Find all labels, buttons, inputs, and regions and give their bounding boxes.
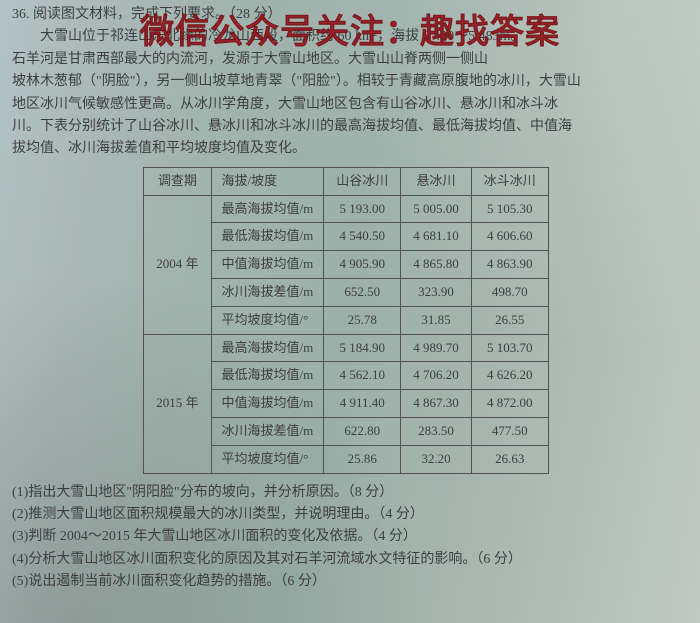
- passage-line: 坡林木葱郁（"阴脸"），另一侧山坡草地青翠（"阳脸"）。相较于青藏高原腹地的冰川…: [12, 71, 680, 93]
- metric-label: 最高海拔均值/m: [211, 334, 324, 362]
- cell: 4 989.70: [401, 334, 472, 362]
- cell: 4 905.90: [324, 251, 401, 279]
- cell: 4 606.60: [471, 223, 548, 251]
- metric-label: 中值海拔均值/m: [211, 390, 324, 418]
- table-row: 2004 年 最高海拔均值/m 5 193.00 5 005.00 5 105.…: [144, 195, 549, 223]
- cell: 26.63: [471, 445, 548, 473]
- question-5: (5)说出遏制当前冰川面积变化趋势的措施。（6 分）: [12, 571, 680, 593]
- cell: 498.70: [471, 278, 548, 306]
- metric-label: 平均坡度均值/°: [211, 306, 324, 334]
- cell: 25.78: [324, 306, 401, 334]
- question-2: (2)推测大雪山地区面积规模最大的冰川类型，并说明理由。（4 分）: [12, 504, 680, 526]
- question-3: (3)判断 2004～2015 年大雪山地区冰川面积的变化及依据。（4 分）: [12, 526, 680, 548]
- cell: 4 706.20: [401, 362, 472, 390]
- cell: 26.55: [471, 306, 548, 334]
- cell: 5 103.70: [471, 334, 548, 362]
- cell: 622.80: [324, 417, 401, 445]
- metric-label: 最低海拔均值/m: [211, 362, 324, 390]
- cell: 32.20: [401, 445, 472, 473]
- cell: 4 681.10: [401, 223, 472, 251]
- cell: 4 562.10: [324, 362, 401, 390]
- metric-label: 冰川海拔差值/m: [211, 417, 324, 445]
- metric-label: 最高海拔均值/m: [211, 195, 324, 223]
- table-header-row: 调查期 海拔/坡度 山谷冰川 悬冰川 冰斗冰川: [144, 167, 549, 195]
- cell: 4 863.90: [471, 251, 548, 279]
- cell: 4 626.20: [471, 362, 548, 390]
- table-row: 2015 年 最高海拔均值/m 5 184.90 4 989.70 5 103.…: [144, 334, 549, 362]
- col-valley: 山谷冰川: [324, 167, 401, 195]
- cell: 4 540.50: [324, 223, 401, 251]
- cell: 652.50: [324, 278, 401, 306]
- cell: 5 105.30: [471, 195, 548, 223]
- cell: 5 184.90: [324, 334, 401, 362]
- year-2015: 2015 年: [144, 334, 211, 473]
- passage-line: 拔均值、冰川海拔差值和平均坡度均值及变化。: [12, 138, 680, 160]
- cell: 4 911.40: [324, 390, 401, 418]
- cell: 477.50: [471, 417, 548, 445]
- passage-line: 地区冰川气候敏感性更高。从冰川学角度，大雪山地区包含有山谷冰川、悬冰川和冰斗冰: [12, 94, 680, 116]
- passage-line: 川。下表分别统计了山谷冰川、悬冰川和冰斗冰川的最高海拔均值、最低海拔均值、中值海: [12, 116, 680, 138]
- metric-label: 平均坡度均值/°: [211, 445, 324, 473]
- year-2004: 2004 年: [144, 195, 211, 334]
- cell: 25.86: [324, 445, 401, 473]
- metric-label: 冰川海拔差值/m: [211, 278, 324, 306]
- questions-block: (1)指出大雪山地区"阴阳脸"分布的坡向，并分析原因。（8 分） (2)推测大雪…: [12, 482, 680, 594]
- question-4: (4)分析大雪山地区冰川面积变化的原因及其对石羊河流域水文特征的影响。（6 分）: [12, 549, 680, 571]
- cell: 5 005.00: [401, 195, 472, 223]
- metric-label: 中值海拔均值/m: [211, 251, 324, 279]
- cell: 323.90: [401, 278, 472, 306]
- col-metric: 海拔/坡度: [211, 167, 324, 195]
- col-cirque: 冰斗冰川: [471, 167, 548, 195]
- cell: 4 867.30: [401, 390, 472, 418]
- metric-label: 最低海拔均值/m: [211, 223, 324, 251]
- wechat-watermark: 微信公众号关注：趣找答案: [40, 5, 660, 59]
- cell: 283.50: [401, 417, 472, 445]
- glacier-table: 调查期 海拔/坡度 山谷冰川 悬冰川 冰斗冰川 2004 年 最高海拔均值/m …: [143, 167, 549, 474]
- cell: 5 193.00: [324, 195, 401, 223]
- col-period: 调查期: [144, 167, 211, 195]
- question-1: (1)指出大雪山地区"阴阳脸"分布的坡向，并分析原因。（8 分）: [12, 482, 680, 504]
- cell: 4 865.80: [401, 251, 472, 279]
- col-hanging: 悬冰川: [401, 167, 472, 195]
- cell: 31.85: [401, 306, 472, 334]
- cell: 4 872.00: [471, 390, 548, 418]
